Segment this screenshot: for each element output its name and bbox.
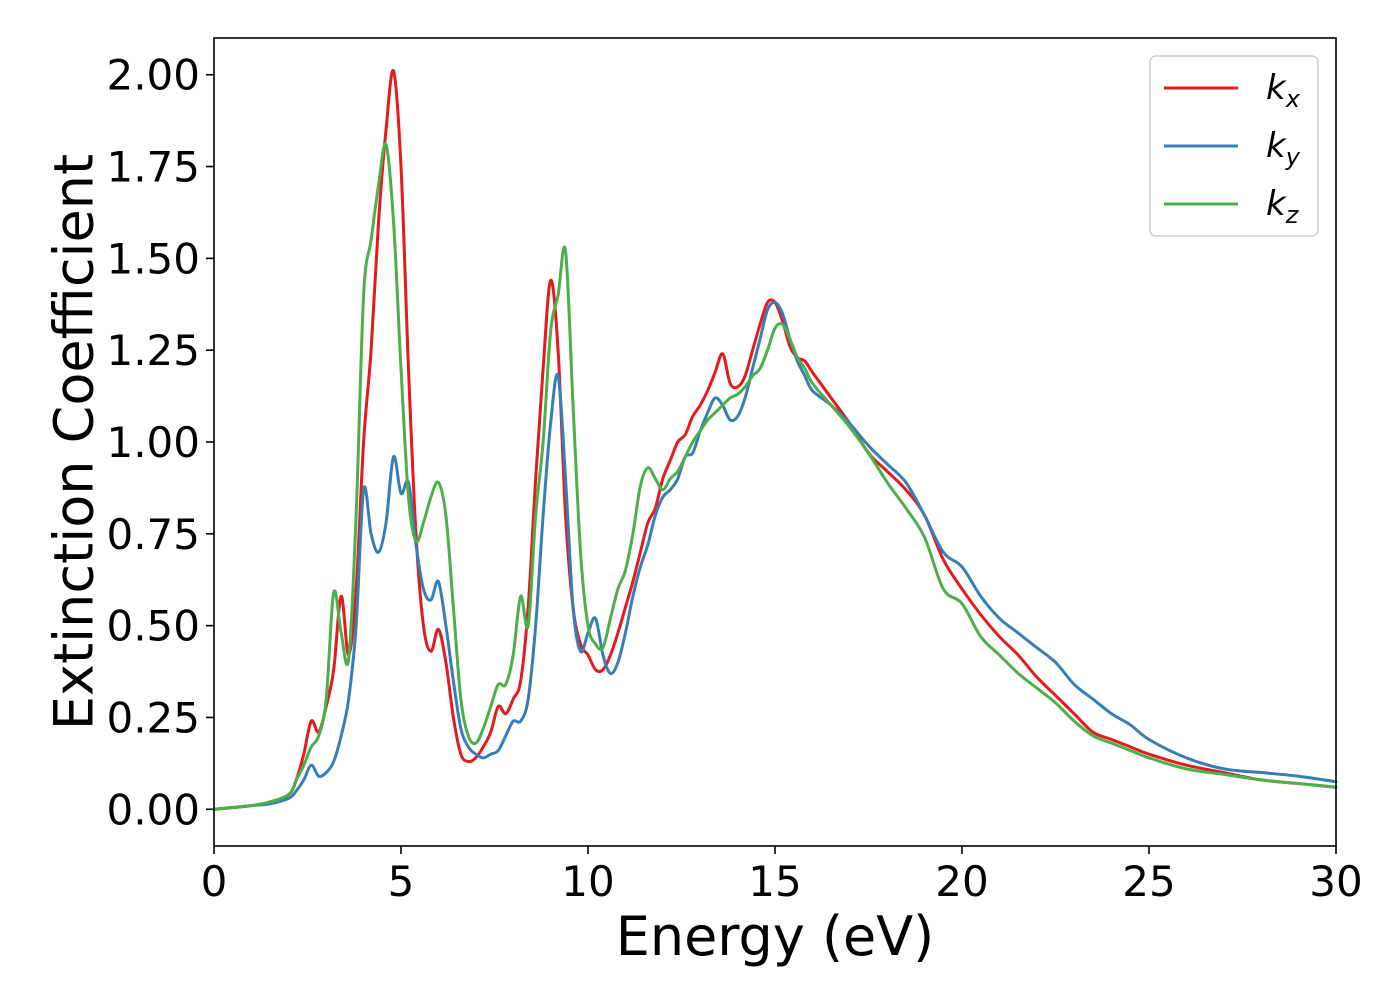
x-tick-label: 30 bbox=[1309, 857, 1362, 906]
y-tick-label: 0.75 bbox=[106, 510, 200, 559]
series-line-kz bbox=[212, 142, 1338, 811]
x-tick-label: 0 bbox=[201, 857, 228, 906]
y-axis: 0.00 0.25 0.50 0.75 1.00 1.25 1.50 1.75 2.00 bbox=[106, 51, 214, 834]
y-tick-label: 1.00 bbox=[106, 418, 200, 467]
series-line-ky bbox=[212, 300, 1338, 811]
x-tick-label: 20 bbox=[935, 857, 988, 906]
y-tick-label: 0.50 bbox=[106, 602, 200, 651]
legend-label-ky: ky bbox=[1266, 126, 1301, 171]
legend-label-kx: kx bbox=[1266, 68, 1301, 113]
y-tick-label: 0.25 bbox=[106, 693, 200, 742]
y-tick-label: 1.75 bbox=[106, 143, 200, 192]
legend-label-kz: kz bbox=[1266, 184, 1300, 229]
y-tick-label: 0.00 bbox=[106, 785, 200, 834]
x-tick-label: 25 bbox=[1122, 857, 1175, 906]
y-tick-label: 1.50 bbox=[106, 234, 200, 283]
legend: kx ky kz bbox=[1149, 55, 1319, 237]
x-tick-label: 5 bbox=[388, 857, 415, 906]
x-axis: 0 5 10 15 20 25 30 bbox=[201, 846, 1363, 906]
x-tick-label: 15 bbox=[748, 857, 801, 906]
x-axis-label: Energy (eV) bbox=[616, 905, 935, 968]
x-tick-label: 10 bbox=[561, 857, 614, 906]
y-tick-label: 2.00 bbox=[106, 51, 200, 100]
series-layer bbox=[212, 69, 1338, 811]
y-tick-label: 1.25 bbox=[106, 326, 200, 375]
y-axis-label: Extinction Coefficient bbox=[43, 154, 106, 730]
plot-frame bbox=[213, 37, 1337, 847]
